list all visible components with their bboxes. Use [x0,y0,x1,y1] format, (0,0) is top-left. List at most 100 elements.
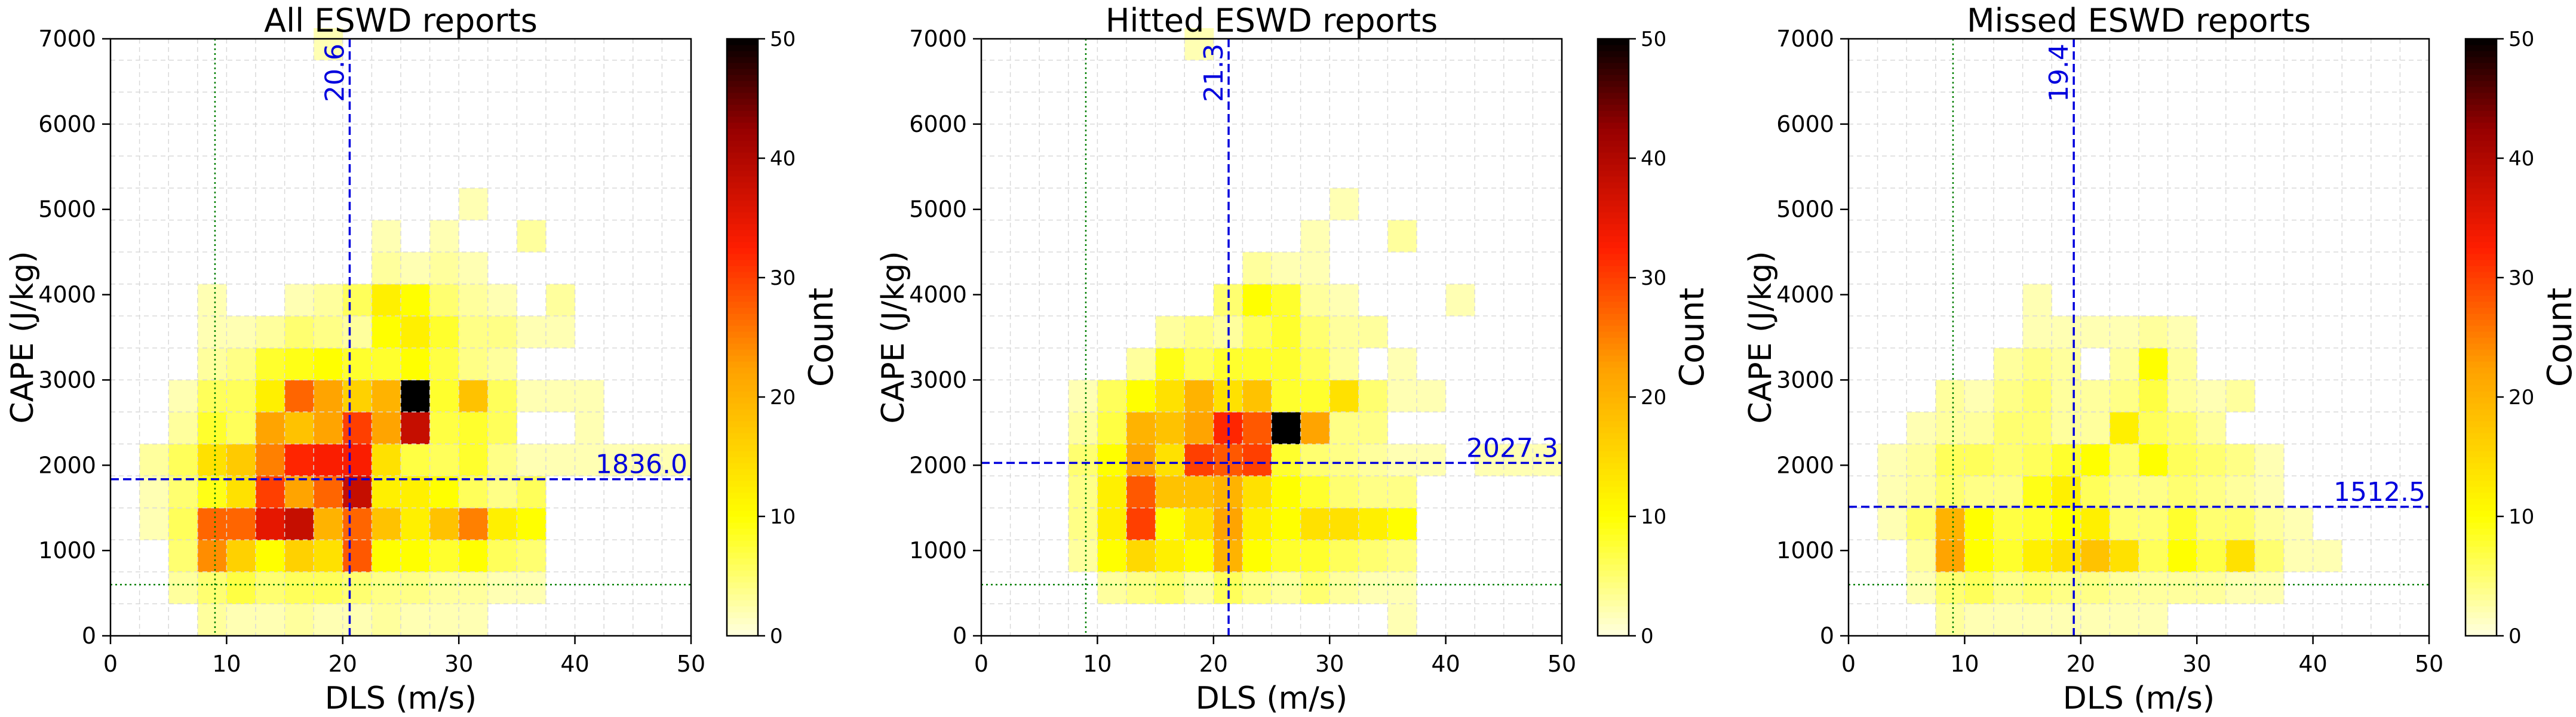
colorbar-segment [727,266,758,272]
heatmap-cell [1097,476,1127,509]
heatmap-cell [1994,476,2024,509]
colorbar-segment [1598,39,1629,45]
heatmap-cell [1242,284,1272,316]
heatmap-cell [342,571,372,604]
colorbar-segment [1598,296,1629,302]
colorbar-segment [2466,355,2497,362]
heatmap-cell [1300,347,1330,380]
heatmap-cell [1358,507,1388,540]
colorbar-tick-label: 40 [770,147,796,171]
colorbar-segment [727,75,758,81]
heatmap-cell [1300,220,1330,253]
colorbar-tick-label: 30 [1641,266,1666,290]
colorbar-segment [2466,528,2497,535]
colorbar-segment [727,45,758,51]
heatmap-cell [342,507,372,540]
colorbar-segment [727,313,758,320]
colorbar-segment [1598,463,1629,469]
colorbar-segment [2466,421,2497,427]
colorbar-segment [2466,427,2497,433]
heatmap-cell [517,476,546,509]
heatmap-cell [2052,507,2081,540]
heatmap-cell [1068,412,1098,445]
heatmap-cell [1994,380,2024,413]
colorbar-frame [1596,38,1630,637]
heatmap-cell [1300,444,1330,476]
y-tick-label: 5000 [38,196,96,223]
heatmap-cell [575,412,604,445]
heatmap-cell [2052,347,2081,380]
heatmap-cell [226,571,256,604]
heatmap-cell [197,476,227,509]
colorbar-segment [727,498,758,505]
heatmap-cell [371,571,401,604]
colorbar-segment [1598,254,1629,260]
heatmap-cell [197,284,227,316]
colorbar-segment [1598,51,1629,57]
colorbar-segment [1598,313,1629,320]
colorbar-segment [727,182,758,189]
colorbar-segment [1598,331,1629,338]
heatmap-cell [284,412,314,445]
heatmap-cell [1300,476,1330,509]
y-tick-label: 7000 [1776,26,1834,52]
heatmap-cell [1068,507,1098,540]
heatmap-cell [1387,380,1417,413]
colorbar-tick-label: 30 [770,266,796,290]
heatmap-cell [197,604,227,636]
heatmap-cell [342,316,372,349]
heatmap-cell [342,412,372,445]
heatmap-cell [1300,571,1330,604]
heatmap-cell [2052,412,2081,445]
colorbar-segment [727,516,758,523]
heatmap-cell [401,316,431,349]
heatmap-cell [487,571,517,604]
heatmap-cell [197,571,227,604]
heatmap-cell [2197,507,2227,540]
colorbar-segment [2466,266,2497,272]
heatmap-cell [401,540,431,573]
colorbar-segment [2466,463,2497,469]
heatmap-cell [1126,507,1156,540]
heatmap-cell [1184,316,1214,349]
colorbar-segment [727,194,758,201]
heatmap-cell [2167,507,2197,540]
heatmap-cell [1877,507,1907,540]
x-tick-label: 50 [677,651,705,677]
heatmap-cell [1155,571,1185,604]
heatmap-cell [226,540,256,573]
heatmap-cell [371,540,401,573]
colorbar-segment [1598,87,1629,93]
heatmap-cell [2167,540,2197,573]
heatmap-cell [1906,412,1936,445]
heatmap-cell [2052,316,2081,349]
heatmap-cell [487,476,517,509]
colorbar-segment [727,427,758,433]
heatmap-cell [1068,444,1098,476]
colorbar-segment [727,39,758,45]
y-tick-label: 4000 [38,282,96,308]
median-cape-label: 1836.0 [595,450,687,480]
colorbar-segment [1598,600,1629,607]
colorbar-segment [1598,385,1629,392]
heatmap-cells [1877,284,2342,636]
heatmap-cell [2110,380,2139,413]
colorbar-segment [2466,564,2497,571]
heatmap-cell [1155,412,1185,445]
heatmap-cell [1935,540,1965,573]
heatmap-cell [1330,380,1359,413]
heatmap-cell [168,444,198,476]
heatmap-cell [1330,444,1359,476]
colorbar: 0 10 20 30 40 50 Count [726,27,841,648]
heatmap-cell [256,347,285,380]
heatmap-cell [429,507,459,540]
colorbar-segment [1598,361,1629,368]
colorbar-segment [2466,522,2497,529]
y-tick-label: 7000 [909,26,967,52]
colorbar-segment [1598,301,1629,308]
colorbar-segment [2466,594,2497,601]
colorbar-segment [727,576,758,583]
colorbar-segment [727,594,758,601]
colorbar-segment [2466,493,2497,499]
heatmap-cell [284,444,314,476]
